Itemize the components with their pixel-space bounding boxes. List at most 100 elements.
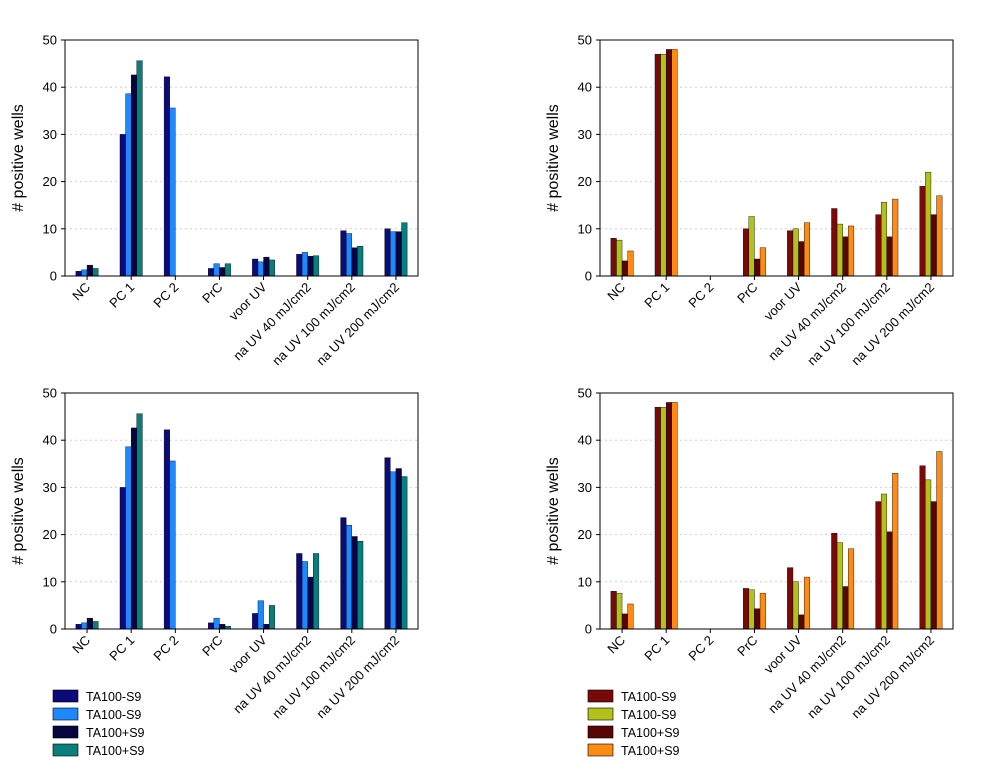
x-tick-label: na UV 200 mJ/cm2 — [313, 280, 402, 369]
x-tick-label: PC 2 — [150, 280, 181, 311]
legend-label: TA100+S9 — [621, 744, 680, 758]
legend-label: TA100-S9 — [621, 708, 676, 722]
bar — [390, 231, 397, 277]
y-tick-label: 0 — [585, 622, 592, 637]
bar — [401, 222, 408, 277]
bar — [136, 413, 143, 630]
bar — [213, 617, 220, 630]
x-tick-label: voor UV — [226, 279, 270, 323]
bar — [875, 214, 882, 277]
legend-label: TA100+S9 — [86, 726, 145, 740]
bar — [919, 465, 926, 630]
bar — [930, 214, 937, 277]
bar — [252, 258, 259, 277]
x-tick-label: na UV 100 mJ/cm2 — [269, 280, 358, 369]
y-tick-label: 40 — [43, 433, 57, 448]
bar — [842, 236, 849, 277]
bar — [296, 553, 303, 630]
y-tick-label: 10 — [578, 221, 592, 236]
bar — [268, 259, 275, 277]
plot-frame — [64, 39, 419, 277]
legend-swatch — [52, 743, 79, 757]
bar — [743, 588, 750, 630]
y-tick-label: 30 — [43, 127, 57, 142]
bar — [384, 457, 391, 630]
bar — [340, 230, 347, 277]
bar — [671, 49, 678, 277]
bar — [610, 591, 617, 630]
bar — [257, 261, 264, 277]
bar — [119, 134, 126, 277]
x-tick-label: voor UV — [226, 632, 270, 676]
bar — [892, 198, 899, 277]
bar — [136, 60, 143, 277]
bar — [798, 614, 805, 630]
y-tick-label: 50 — [578, 33, 592, 48]
x-tick-label: PC 2 — [150, 633, 181, 664]
legend-label: TA100+S9 — [621, 726, 680, 740]
bar — [925, 171, 932, 277]
bar — [881, 202, 888, 277]
bar — [268, 605, 275, 630]
bar — [787, 567, 794, 630]
bar — [936, 451, 943, 630]
bar — [919, 186, 926, 277]
bar — [803, 222, 810, 277]
bar — [163, 429, 170, 630]
bar — [925, 479, 932, 630]
bar — [119, 487, 126, 630]
bar — [208, 622, 215, 630]
bar — [627, 603, 634, 630]
y-tick-label: 20 — [578, 174, 592, 189]
bar — [307, 576, 314, 630]
x-tick-label: na UV 40 mJ/cm2 — [765, 280, 849, 364]
bar — [169, 460, 176, 630]
bar — [263, 624, 270, 630]
bar — [357, 246, 364, 277]
bar — [401, 476, 408, 630]
y-tick-label: 40 — [578, 433, 592, 448]
bar — [792, 228, 799, 277]
bar — [219, 624, 226, 630]
y-axis-label: # positive wells — [545, 457, 562, 565]
legend-swatch — [587, 743, 614, 757]
bar — [936, 195, 943, 277]
bar — [803, 576, 810, 630]
bar — [627, 250, 634, 277]
y-tick-label: 50 — [578, 386, 592, 401]
plot-frame — [599, 39, 954, 277]
bar — [263, 256, 270, 277]
bar — [654, 53, 661, 277]
bar — [616, 592, 623, 630]
bar — [754, 258, 761, 277]
y-tick-label: 20 — [43, 174, 57, 189]
x-tick-label: na UV 40 mJ/cm2 — [765, 633, 849, 717]
bar — [787, 230, 794, 277]
bar — [848, 225, 855, 277]
bar — [395, 468, 402, 630]
bar — [384, 228, 391, 277]
legend-label: TA100-S9 — [86, 708, 141, 722]
bar — [671, 402, 678, 630]
x-tick-label: na UV 200 mJ/cm2 — [848, 280, 937, 369]
bar — [831, 208, 838, 277]
y-tick-label: 30 — [578, 127, 592, 142]
y-tick-label: 40 — [43, 80, 57, 95]
bar — [301, 252, 308, 277]
x-tick-label: NC — [69, 633, 93, 657]
bar — [75, 624, 82, 630]
bar — [213, 263, 220, 277]
x-tick-label: NC — [604, 280, 628, 304]
bar — [395, 231, 402, 277]
y-tick-label: 30 — [43, 480, 57, 495]
legend-label: TA100-S9 — [621, 690, 676, 704]
x-tick-label: PC 1 — [641, 280, 672, 311]
x-tick-label: PC 1 — [641, 633, 672, 664]
bar — [621, 260, 628, 277]
bar — [219, 267, 226, 277]
bar — [654, 406, 661, 630]
bar — [313, 553, 320, 630]
bar — [86, 264, 93, 277]
